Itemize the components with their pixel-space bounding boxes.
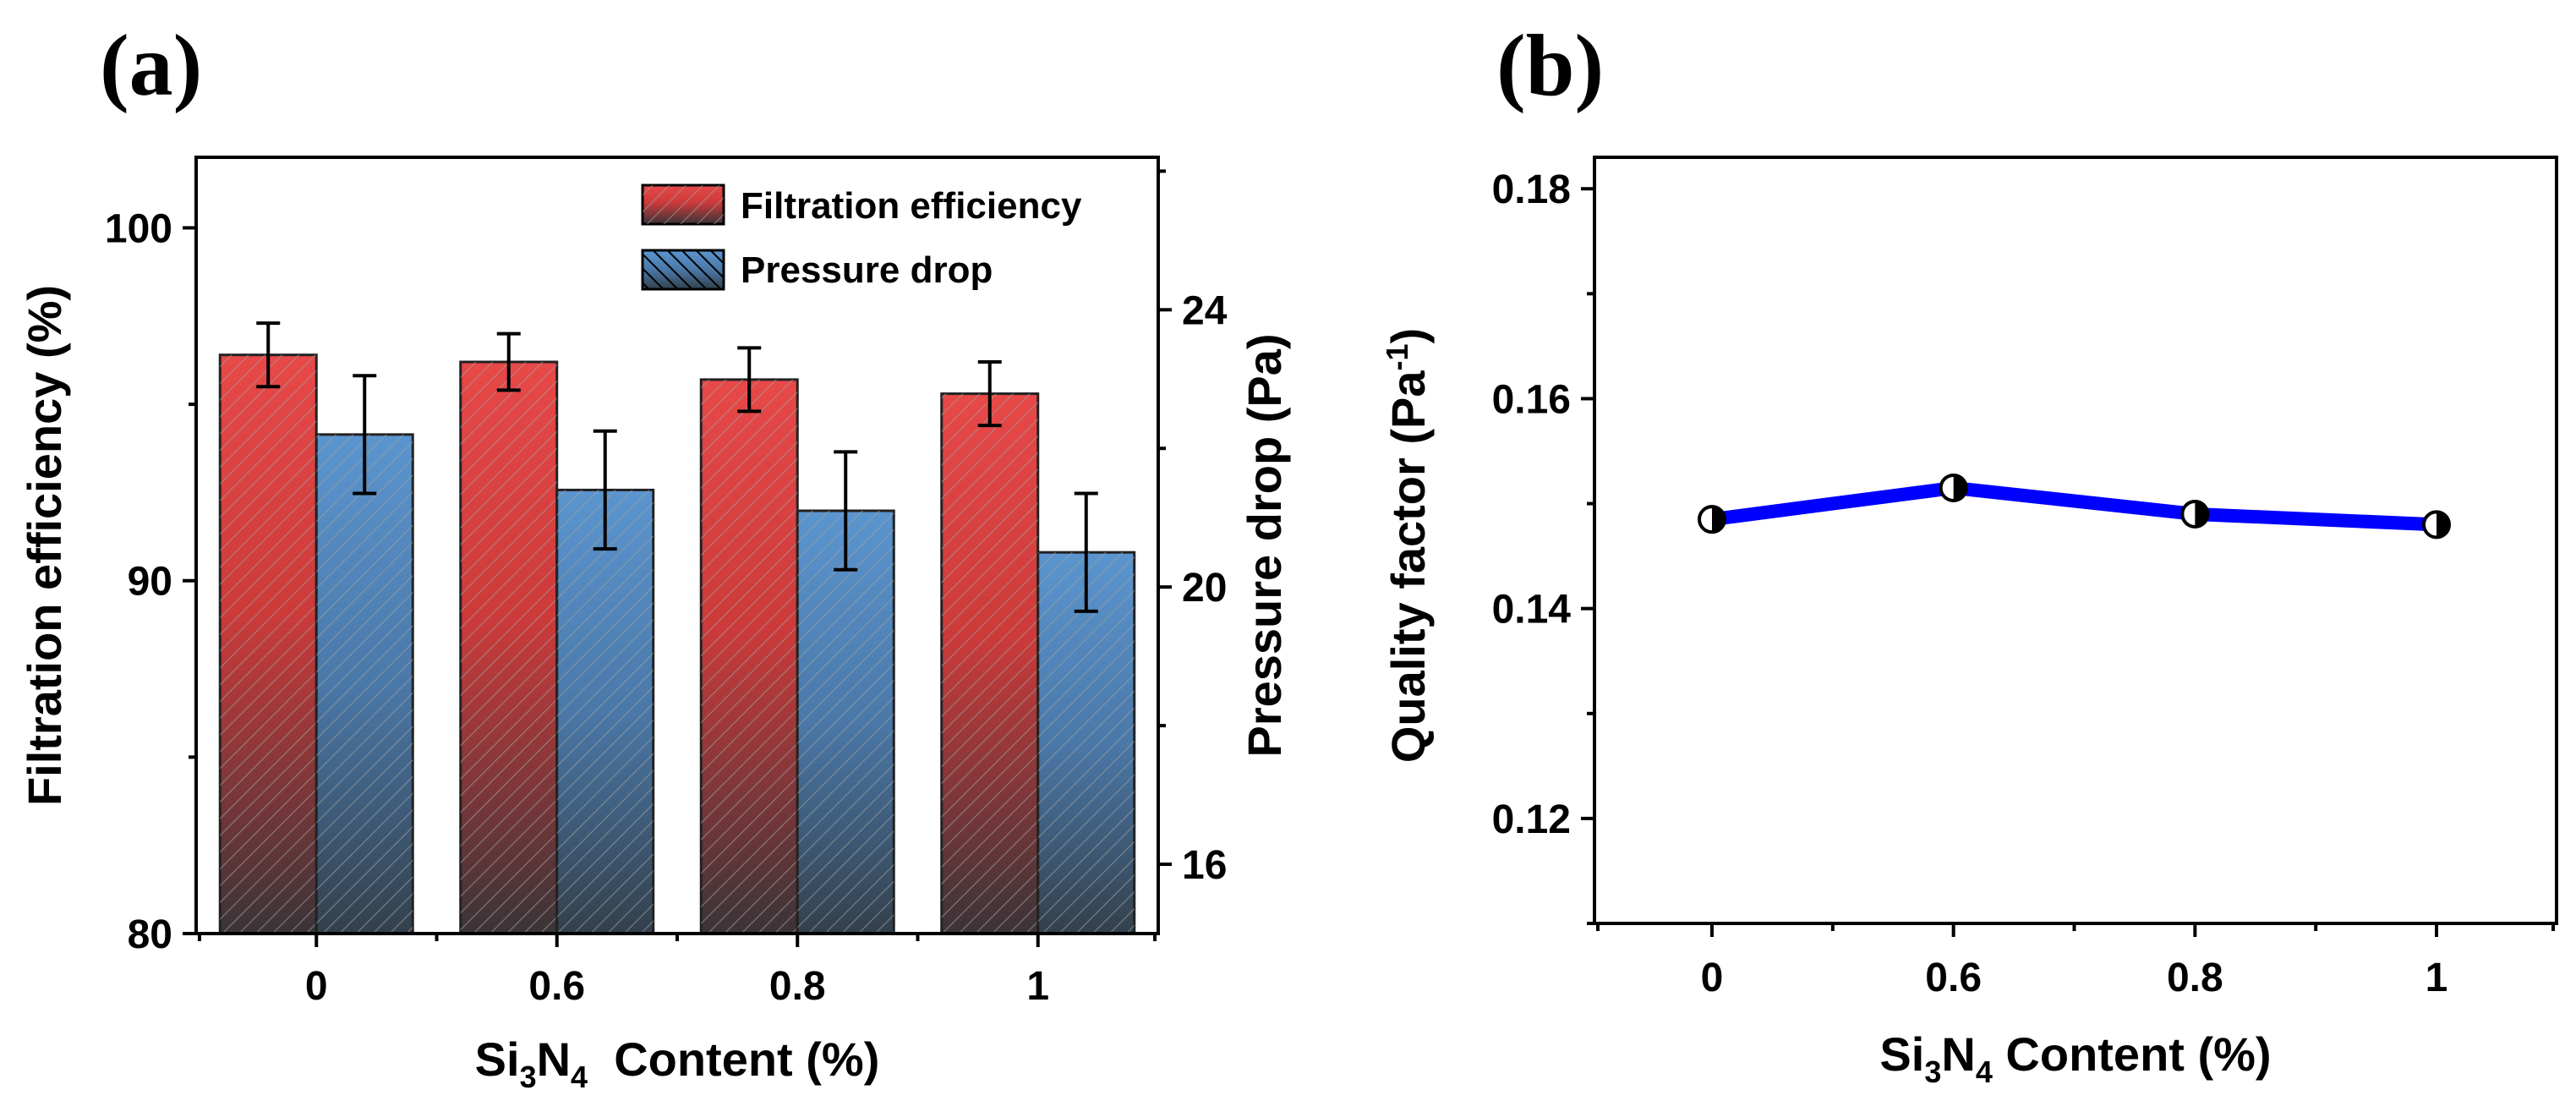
panel-a: (a) 0 0.6 0.8 1 80 90 100 16 20 24 Filtration eff… [18,17,1291,1094]
panel-b-y-axis-title: Quality factor (Pa-1) [1380,328,1435,763]
bar-hatch-pressure-0.8 [797,511,894,934]
panel-b-y-tick-label-0.18: 0.18 [1492,167,1571,212]
data-point-1 [2422,510,2451,540]
data-point-0.6 [1939,473,1968,502]
panel-b-xlabel-n: N [1941,1027,1975,1081]
panel-b-y-tick-label-0.14: 0.14 [1492,588,1572,633]
data-point-0 [1698,505,1726,534]
panel-b-xlabel-si: Si [1879,1027,1924,1081]
marker-half-fill [2195,501,2208,527]
panel-a-x-axis-title: Si3N4 Content (%) [475,1033,880,1094]
panel-a-x-tick-label-0.8: 0.8 [769,964,826,1009]
panel-a-xlabel-si: Si [475,1033,520,1086]
panel-a-x-tick-label-1: 1 [1026,964,1049,1009]
marker-half-fill [2437,512,2450,538]
bar-hatch-pressure-0.6 [556,490,654,934]
panel-b-ylabel-sup: -1 [1380,343,1414,370]
panel-b-y-tick-label-0.16: 0.16 [1492,377,1571,422]
panel-a-right-y-axis-title: Pressure drop (Pa) [1238,333,1291,757]
data-point-0.8 [2180,499,2210,529]
quality-factor-line [1705,480,2443,532]
panel-a-label: (a) [100,17,202,114]
panel-a-left-y-axis-title: Filtration efficiency (%) [18,285,71,806]
panel-b-series [1698,473,2451,540]
panel-a-right-y-tick-label-16: 16 [1182,843,1227,888]
bar-hatch-filtration-1 [941,393,1038,934]
panel-a-right-y-tick-label-24: 24 [1182,288,1228,333]
bar-hatch-filtration-0.6 [460,362,557,934]
legend-swatch-hatch-filtration [643,185,724,224]
legend-swatch-hatch-pressure [643,250,724,289]
panel-b-plot-frame [1593,156,2558,925]
panel-a-left-y-tick-label-80: 80 [128,912,172,957]
panel-b-xlabel-sub3: 3 [1924,1054,1941,1089]
marker-half-fill [1953,474,1966,501]
panel-b-ticks: 0.12 0.14 0.16 0.18 0 0.6 0.8 1 [1492,167,2555,1000]
panel-a-right-y-tick-label-20: 20 [1182,566,1227,611]
panel-a-bars [218,353,1136,935]
bar-hatch-pressure-1 [1037,552,1135,934]
panel-a-left-y-tick-label-100: 100 [105,206,172,251]
legend-label-pressure-drop: Pressure drop [741,249,993,291]
panel-b-label: (b) [1496,17,1604,114]
panel-b-x-tick-label-0: 0 [1701,956,1724,1000]
legend-label-filtration-efficiency: Filtration efficiency [741,185,1082,227]
panel-b-ylabel-close: ) [1381,328,1435,344]
panel-a-ticks: 0 0.6 0.8 1 80 90 100 16 20 24 [105,169,1228,1009]
marker-half-fill [1712,507,1725,533]
bar-hatch-filtration-0 [220,354,317,934]
panel-a-xlabel-sub4: 4 [571,1060,588,1094]
panel-b-x-axis-title: Si3N4 Content (%) [1879,1027,2271,1089]
legend-item-filtration-efficiency: Filtration efficiency [641,184,1082,227]
bar-hatch-filtration-0.8 [701,379,798,934]
panel-b-x-tick-label-0.8: 0.8 [2167,956,2223,1000]
panel-a-xlabel-n: N [537,1033,571,1086]
panel-b-ylabel-main: Quality factor (Pa [1381,370,1435,764]
panel-a-x-tick-label-0: 0 [305,964,328,1009]
bar-hatch-pressure-0 [316,434,413,934]
panel-a-error-bars [256,321,1098,613]
panel-a-xlabel-rest: Content (%) [588,1033,879,1086]
panel-a-left-y-tick-label-90: 90 [128,560,172,605]
legend-item-pressure-drop: Pressure drop [641,249,993,291]
panel-b-xlabel-sub4: 4 [1976,1054,1993,1089]
panel-b-x-tick-label-1: 1 [2426,956,2448,1000]
panel-b-x-tick-label-0.6: 0.6 [1925,956,1982,1000]
panel-b-y-tick-label-0.12: 0.12 [1492,797,1571,842]
panel-b-xlabel-rest: Content (%) [1993,1027,2272,1081]
panel-b: (b) 0.12 0.14 0.16 0.18 0 0.6 0.8 1 Quality fac… [1380,17,2558,1089]
panel-a-x-tick-label-0.6: 0.6 [528,964,585,1009]
panel-a-legend: Filtration efficiency Pressure drop [641,184,1082,291]
panel-a-xlabel-sub3: 3 [520,1060,537,1094]
